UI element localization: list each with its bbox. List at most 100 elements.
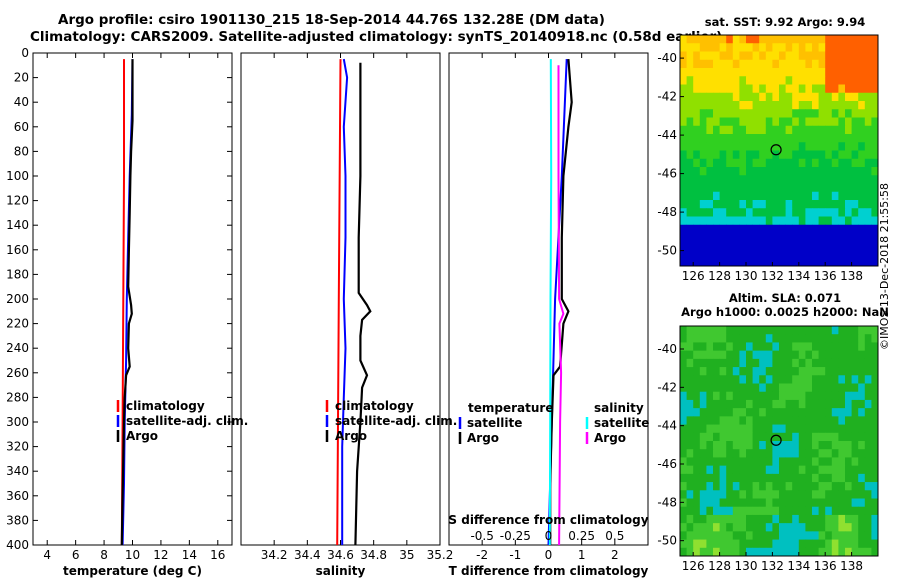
- sst-map-cell: [765, 216, 773, 226]
- sla-map-cell: [713, 367, 720, 376]
- sst-map-cell: [726, 59, 734, 69]
- sla-map-cell: [686, 514, 694, 524]
- sla-map-cell: [759, 531, 767, 540]
- sla-map-cell: [739, 498, 747, 508]
- sst-map-cell: [812, 208, 819, 217]
- sst-map-cell: [818, 249, 826, 259]
- sla-map-cell: [864, 342, 872, 352]
- sst-map-cell: [746, 125, 753, 135]
- sla-map-cell: [772, 408, 780, 417]
- sla-map-cell: [838, 424, 846, 434]
- sla-map-cell: [680, 424, 687, 434]
- sla-map-cell: [765, 514, 773, 524]
- sst-map-cell: [845, 183, 852, 193]
- difference-legend-label: Argo: [594, 431, 626, 445]
- sst-map-cell: [713, 191, 720, 201]
- sla-map-cell: [746, 482, 753, 491]
- sst-map-cell: [871, 35, 879, 44]
- sla-map-cell: [719, 498, 727, 508]
- sst-map-cell: [693, 68, 701, 77]
- sla-map-cell: [831, 490, 839, 499]
- sst-map-cell: [792, 92, 800, 102]
- sla-map-cell: [699, 523, 707, 532]
- temperature-ytick-label: 300: [6, 415, 29, 429]
- sla-map-cell: [825, 547, 833, 557]
- sla-map-cell: [825, 342, 833, 352]
- sst-map-cell: [871, 125, 879, 135]
- difference-series-t-argo: [549, 59, 573, 545]
- sla-map-cell: [752, 367, 760, 376]
- sla-map-cell: [845, 342, 852, 352]
- sla-map-cell: [693, 367, 701, 376]
- sla-map-cell: [713, 449, 720, 458]
- sst-map-cell: [851, 51, 859, 61]
- sst-map-cell: [818, 84, 826, 94]
- sst-map-cell: [845, 125, 852, 135]
- sla-map-cell: [831, 547, 839, 557]
- sla-map-cell: [818, 514, 826, 524]
- sla-map-cell: [845, 498, 852, 508]
- sla-map-cell: [818, 531, 826, 540]
- sla-map-cell: [746, 432, 753, 442]
- sst-map-cell: [719, 117, 727, 127]
- sst-map-cell: [746, 241, 753, 250]
- sst-map-cell: [765, 35, 773, 44]
- sst-map-cell: [759, 249, 767, 259]
- sst-map-cell: [759, 183, 767, 193]
- sla-map-cell: [726, 350, 734, 360]
- sst-map-cell: [871, 92, 879, 102]
- sla-map-cell: [726, 473, 734, 483]
- sla-map-cell: [785, 457, 793, 467]
- sla-map-cell: [864, 473, 872, 483]
- sst-map-cell: [772, 142, 780, 151]
- sst-map-cell: [706, 51, 714, 61]
- sla-map-cell: [779, 514, 786, 524]
- sst-map-cell: [693, 208, 701, 217]
- sst-map-cell: [818, 76, 826, 85]
- sst-map-cell: [772, 183, 780, 193]
- sla-map-cell: [739, 416, 747, 425]
- sla-map-cell: [831, 514, 839, 524]
- sst-map-cell: [792, 117, 800, 127]
- sst-map-cell: [706, 142, 714, 151]
- sst-map-cell: [851, 175, 859, 184]
- sst-map-cell: [719, 68, 727, 77]
- sla-map-cell: [858, 326, 866, 335]
- sst-map-cell: [713, 216, 720, 226]
- sla-map-cell: [752, 531, 760, 540]
- sla-map-cell: [686, 424, 694, 434]
- sla-map-cell: [785, 367, 793, 376]
- sst-map-cell: [871, 191, 879, 201]
- sla-map-cell: [680, 482, 687, 491]
- sla-map-cell: [759, 457, 767, 467]
- sla-map-cell: [838, 523, 846, 532]
- sla-map-cell: [686, 408, 694, 417]
- sst-map-cell: [825, 183, 833, 193]
- sla-map-cell: [838, 441, 846, 450]
- sst-map-cell: [792, 125, 800, 135]
- sst-map-cell: [785, 142, 793, 151]
- sla-map-cell: [831, 449, 839, 458]
- temperature-ytick-label: 100: [6, 169, 29, 183]
- sla-map-cell: [831, 342, 839, 352]
- sst-map-cell: [825, 101, 833, 110]
- temperature-ytick-label: 120: [6, 194, 29, 208]
- sst-map-cell: [845, 84, 852, 94]
- sst-map-cell: [719, 224, 727, 234]
- sla-map-cell: [871, 539, 879, 549]
- sla-map-cell: [779, 334, 786, 343]
- sst-map-cell: [680, 43, 687, 52]
- sst-map-cell: [765, 43, 773, 52]
- sla-map-cell: [792, 358, 800, 368]
- sst-map-cell: [726, 117, 734, 127]
- sst-map-cell: [805, 216, 813, 226]
- sla-map-cell: [812, 547, 819, 557]
- sla-map-cell: [699, 424, 707, 434]
- sst-map-cell: [726, 43, 734, 52]
- sla-map-cell: [871, 547, 879, 557]
- sst-map-cell: [785, 158, 793, 168]
- sst-map-xtick-label: 138: [840, 269, 863, 283]
- sla-map-cell: [858, 506, 866, 516]
- sst-map-cell: [851, 59, 859, 69]
- sst-map-cell: [732, 183, 740, 193]
